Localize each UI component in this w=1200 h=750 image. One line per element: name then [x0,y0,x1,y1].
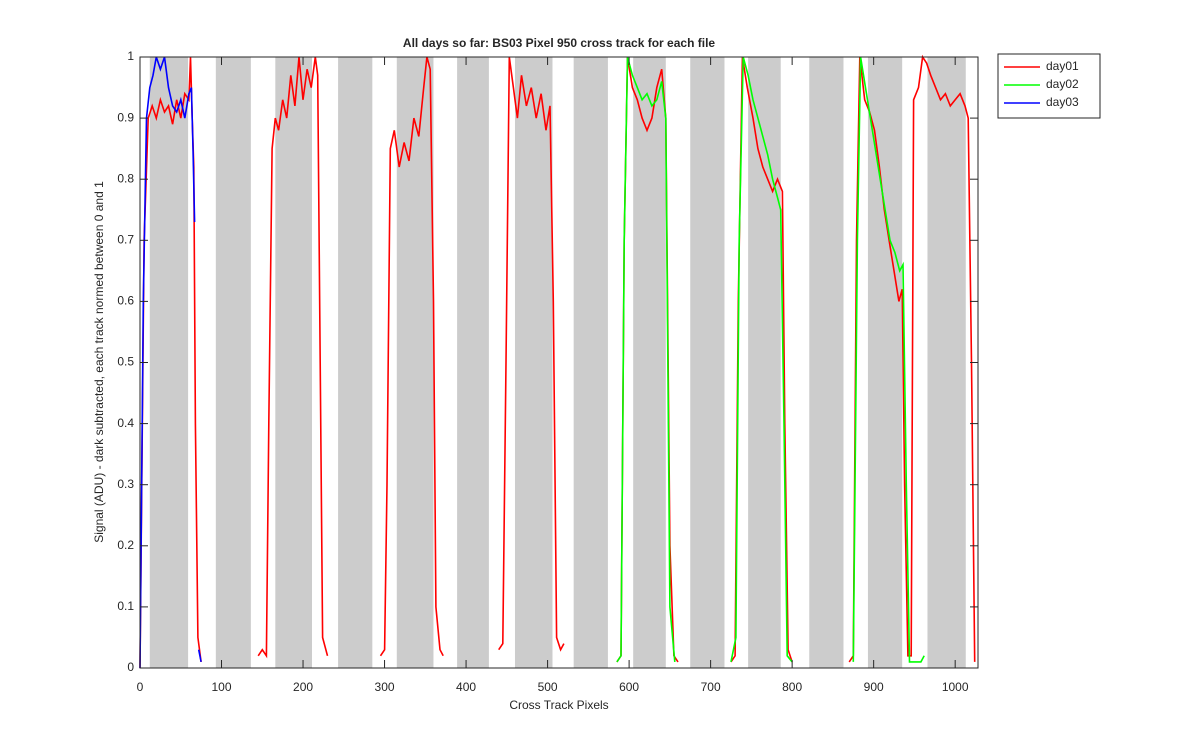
y-tick-label: 0.2 [117,538,134,552]
shaded-band [396,57,434,668]
shaded-band [690,57,725,668]
y-tick-label: 1 [127,49,134,63]
x-tick-label: 300 [375,680,395,694]
shaded-band [275,57,313,668]
y-tick-label: 0.4 [117,416,134,430]
data-line [139,56,202,669]
x-tick-label: 800 [782,680,802,694]
x-tick-label: 0 [137,680,144,694]
x-tick-label: 900 [864,680,884,694]
x-tick-label: 700 [701,680,721,694]
shaded-band [633,57,666,668]
shaded-band [215,57,251,668]
shaded-band [514,57,553,668]
shaded-band [457,57,489,668]
shaded-band [338,57,373,668]
y-tick-label: 0.1 [117,599,134,613]
y-axis-label: Signal (ADU) - dark subtracted, each tra… [92,181,106,543]
legend-label: day02 [1046,77,1079,91]
shaded-band [573,57,608,668]
legend-label: day01 [1046,59,1079,73]
y-tick-label: 0.9 [117,110,134,124]
data-line [139,54,976,669]
x-tick-label: 200 [293,680,313,694]
data-line [616,56,925,663]
x-tick-label: 400 [456,680,476,694]
x-tick-label: 500 [538,680,558,694]
x-axis-label: Cross Track Pixels [509,698,608,712]
x-tick-label: 100 [212,680,232,694]
shaded-band [149,57,189,668]
y-tick-label: 0.3 [117,477,134,491]
y-tick-label: 0.7 [117,232,134,246]
y-tick-label: 0.8 [117,171,134,185]
shaded-band [748,57,781,668]
x-tick-label: 600 [619,680,639,694]
y-tick-label: 0.5 [117,355,134,369]
y-tick-label: 0 [127,660,134,674]
chart-title: All days so far: BS03 Pixel 950 cross tr… [403,36,715,50]
y-tick-label: 0.6 [117,294,134,308]
legend-label: day03 [1046,95,1079,109]
legend-box [997,53,1101,119]
shaded-band [809,57,844,668]
x-tick-label: 1000 [942,680,969,694]
shaded-band [867,57,903,668]
shaded-band [927,57,966,668]
